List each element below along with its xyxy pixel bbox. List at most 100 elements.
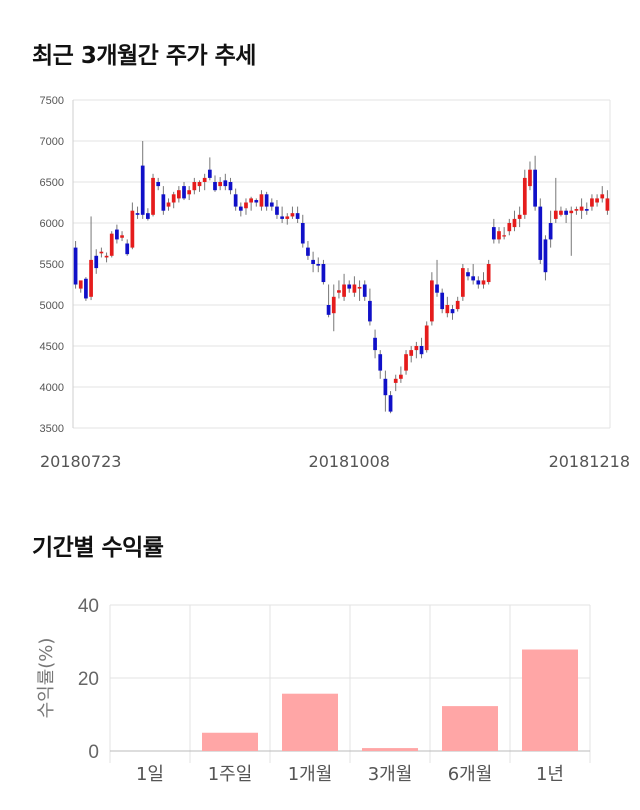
candle [89, 216, 93, 301]
candle-body [569, 210, 574, 214]
candle-body [233, 194, 238, 207]
candle-body [528, 169, 532, 187]
candle [213, 175, 217, 192]
candle-y-tick-label: 7000 [40, 136, 64, 148]
candle [151, 173, 155, 217]
candle-body [378, 354, 383, 371]
candle [84, 277, 88, 301]
candle [249, 196, 253, 211]
candle [295, 206, 300, 223]
candle-body [146, 213, 150, 219]
candle [342, 273, 346, 301]
candle [507, 218, 512, 236]
candle-body [176, 190, 181, 199]
candle [414, 341, 419, 359]
candle-body [259, 194, 264, 207]
candle-body [424, 325, 429, 351]
candle-body [368, 300, 372, 322]
candle [522, 169, 527, 219]
candle-body [218, 182, 223, 187]
candle-body [244, 202, 248, 209]
candle-body [440, 292, 445, 310]
bar-x-tick-label: 1주일 [208, 764, 253, 785]
candle-body [538, 206, 543, 260]
candle-body [238, 206, 243, 211]
candle-body [321, 264, 326, 283]
candle-body [502, 235, 507, 237]
candle-body [99, 251, 104, 254]
candle-x-tick-label: 20180723 [40, 452, 121, 471]
candle-body [497, 231, 501, 240]
candle [533, 155, 537, 211]
candle [135, 206, 140, 219]
candle-body [419, 346, 424, 355]
candle [528, 161, 532, 191]
candle-body [590, 198, 594, 207]
candle-body [393, 378, 398, 383]
bar-x-tick-label: 3개월 [368, 764, 413, 785]
candle-body [156, 182, 161, 187]
candle [321, 259, 326, 285]
candle-body [130, 210, 135, 248]
candle-y-tick-label: 4500 [40, 341, 64, 353]
candle-body [197, 182, 202, 187]
candle-body [140, 165, 145, 215]
candle [202, 173, 207, 191]
candle-body [73, 247, 78, 285]
candle [176, 186, 181, 203]
candle [300, 214, 305, 248]
candle [316, 257, 321, 273]
candle-body [362, 284, 367, 297]
candle [306, 241, 310, 260]
candle-body [202, 177, 207, 182]
candle [543, 235, 548, 281]
candle [269, 198, 274, 211]
candle [223, 173, 228, 191]
candle-body [430, 280, 434, 322]
candle-body [559, 210, 563, 215]
candle-body [471, 276, 476, 281]
candle [409, 346, 414, 363]
candle-body [285, 216, 290, 219]
candle-body [280, 216, 284, 219]
candle-body [579, 206, 584, 211]
candlestick-chart: 3500 4000 4500 5000 5500 6000 6500 7000 7500 201… [40, 95, 630, 471]
candle-body [466, 272, 470, 277]
return-bar [282, 693, 338, 751]
candle [311, 251, 315, 273]
candle-body [316, 264, 321, 266]
candle-gridlines [72, 99, 611, 429]
candle-body [337, 290, 341, 293]
candle-body [409, 350, 414, 356]
candle-y-tick-labels: 3500 4000 4500 5000 5500 6000 6500 7000 7500 [40, 95, 64, 435]
candle [435, 259, 439, 297]
candle-body [300, 223, 305, 244]
candle-y-tick-label: 5000 [40, 300, 64, 312]
candle [337, 280, 341, 299]
candle-body [507, 223, 512, 232]
candle-body [295, 213, 300, 219]
candle [538, 198, 543, 264]
candle [285, 213, 290, 225]
candle [481, 272, 486, 289]
candle [156, 177, 161, 191]
candle [166, 198, 171, 211]
candle [115, 224, 119, 244]
candle-body [347, 284, 352, 289]
candle [404, 350, 408, 375]
bar-y-axis-label: 수익률(%) [36, 638, 57, 719]
candle-body [228, 182, 233, 191]
candle [218, 177, 223, 191]
candle-body [476, 280, 481, 285]
candle-body [213, 182, 217, 191]
candle [238, 202, 243, 217]
candle [78, 280, 83, 293]
bar-series [202, 649, 578, 751]
bar-x-tick-label: 1개월 [288, 764, 333, 785]
candle-body [264, 194, 269, 207]
candle-body [352, 284, 357, 293]
candle-body [404, 354, 408, 371]
candle [590, 194, 594, 211]
candle [146, 208, 150, 221]
